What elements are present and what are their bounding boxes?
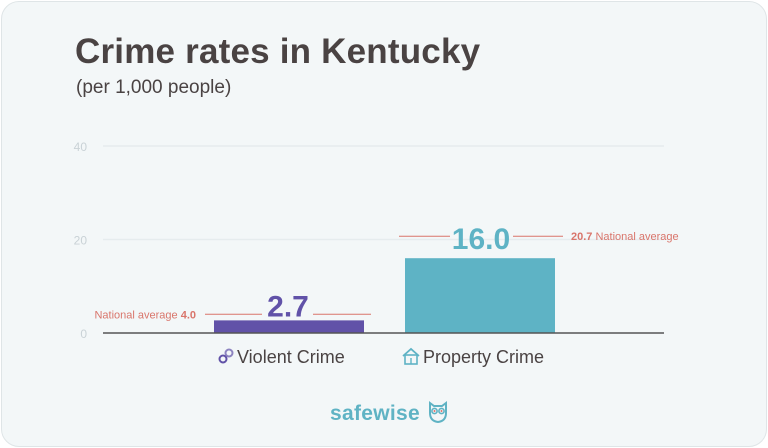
bar-violent-crime — [214, 320, 364, 333]
brand-name: safewise — [330, 402, 420, 425]
national-average-label: 20.7 National average — [571, 231, 679, 243]
bar-property-crime — [405, 258, 555, 333]
house-icon — [402, 347, 420, 365]
bar-value-label: 16.0 — [452, 223, 510, 256]
handcuffs-icon — [218, 348, 234, 364]
category-label-violent-crime: Violent Crime — [237, 347, 345, 367]
y-tick-label: 0 — [80, 327, 87, 341]
chart-subtitle: (per 1,000 people) — [76, 77, 232, 98]
y-tick-label: 40 — [74, 140, 88, 154]
owl-icon — [429, 401, 448, 424]
chart-title: Crime rates in Kentucky — [75, 32, 481, 71]
national-average-label: National average 4.0 — [94, 309, 196, 321]
y-tick-label: 20 — [74, 234, 88, 248]
category-label-property-crime: Property Crime — [423, 347, 544, 367]
bar-value-label: 2.7 — [267, 290, 309, 323]
safewise-logo: safewise — [330, 398, 448, 426]
